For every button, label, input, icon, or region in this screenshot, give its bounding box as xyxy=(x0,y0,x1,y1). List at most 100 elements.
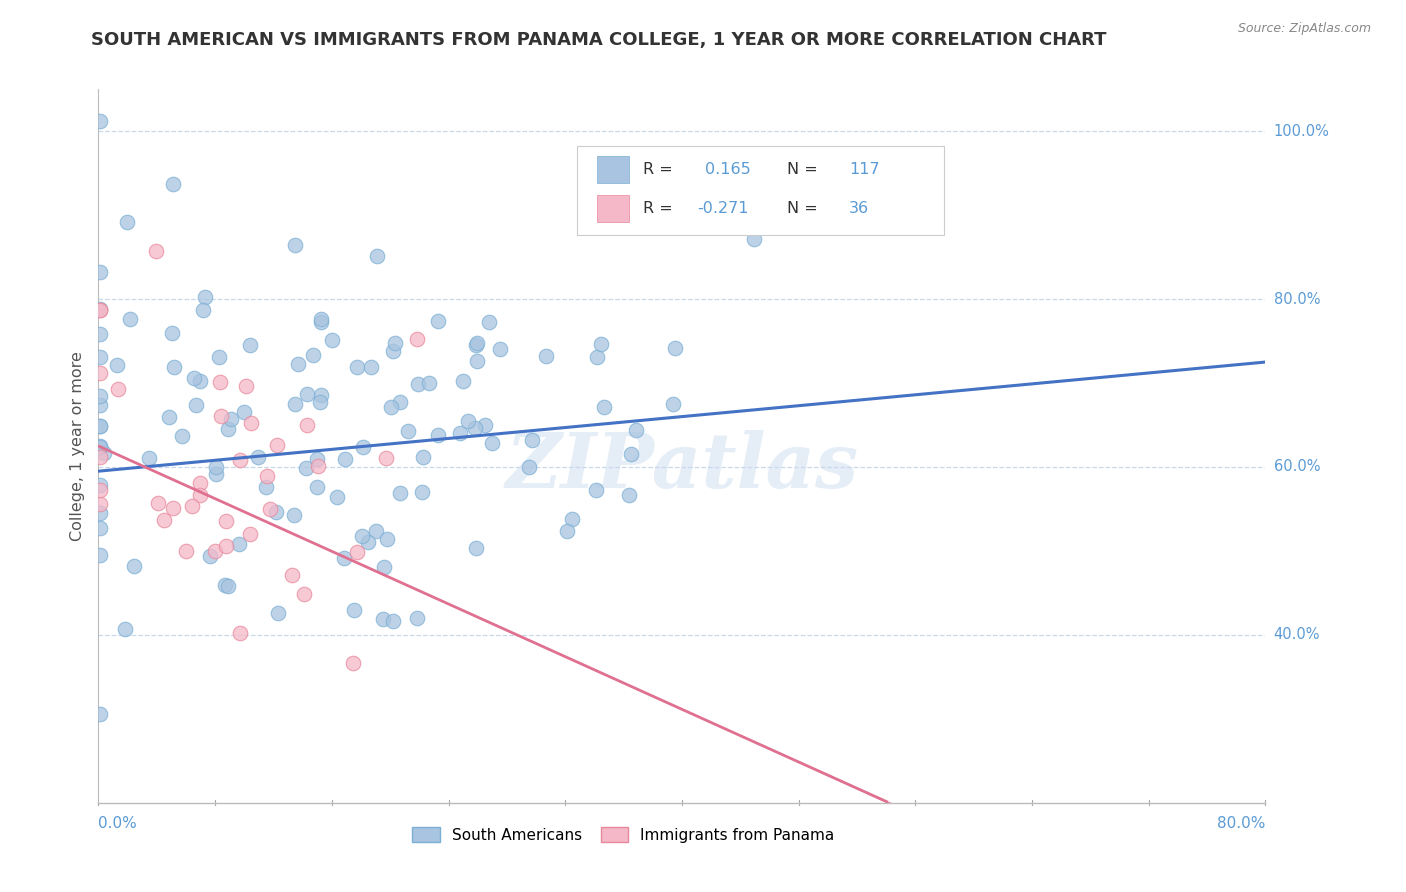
Point xyxy=(217,422,239,436)
Text: ZIPatlas: ZIPatlas xyxy=(505,431,859,504)
Point xyxy=(389,394,412,409)
Point xyxy=(254,480,277,494)
Point xyxy=(89,367,111,381)
Point xyxy=(464,421,486,435)
Point xyxy=(373,560,395,574)
Text: N =: N = xyxy=(787,162,818,178)
Point xyxy=(375,451,398,466)
Text: 60.0%: 60.0% xyxy=(1274,459,1320,475)
Point xyxy=(89,521,111,535)
Point xyxy=(186,398,208,412)
Point xyxy=(240,416,263,430)
Point xyxy=(333,551,356,566)
Point xyxy=(555,524,578,538)
Text: N =: N = xyxy=(787,201,818,216)
Point xyxy=(89,114,111,128)
Point xyxy=(284,237,307,252)
Point xyxy=(145,244,167,258)
Point xyxy=(333,451,356,466)
Text: 36: 36 xyxy=(849,201,869,216)
Point xyxy=(474,417,496,432)
Point xyxy=(619,488,641,502)
Point xyxy=(209,375,232,389)
Point xyxy=(405,332,427,346)
Point xyxy=(295,418,318,433)
FancyBboxPatch shape xyxy=(596,156,630,184)
Point xyxy=(411,485,433,500)
Point xyxy=(309,311,332,326)
Point xyxy=(172,429,194,443)
Point xyxy=(208,350,231,364)
Point xyxy=(427,427,450,442)
Point xyxy=(266,438,288,452)
Point xyxy=(205,467,228,481)
Point xyxy=(229,452,252,467)
Point xyxy=(302,348,325,362)
Point xyxy=(89,398,111,412)
Point xyxy=(408,377,430,392)
Point xyxy=(122,559,145,574)
Point xyxy=(266,607,288,621)
Point xyxy=(256,468,278,483)
Point xyxy=(589,337,612,351)
Point xyxy=(585,483,607,498)
Text: R =: R = xyxy=(644,162,673,178)
Point xyxy=(194,290,217,304)
Point xyxy=(449,425,471,440)
Point xyxy=(114,622,136,636)
Point xyxy=(215,539,238,553)
Text: 0.0%: 0.0% xyxy=(98,816,138,830)
Point xyxy=(373,611,395,625)
Point xyxy=(593,400,616,414)
Point xyxy=(120,311,142,326)
Point xyxy=(214,578,236,592)
Point xyxy=(309,388,332,402)
Point xyxy=(193,302,215,317)
Point xyxy=(294,461,316,475)
Point xyxy=(239,338,262,352)
Legend: South Americans, Immigrants from Panama: South Americans, Immigrants from Panama xyxy=(406,821,841,848)
Point xyxy=(343,603,366,617)
Point xyxy=(204,544,226,558)
Point xyxy=(89,350,111,364)
Point xyxy=(89,303,111,318)
Point xyxy=(107,382,129,396)
Point xyxy=(305,480,328,494)
Point xyxy=(89,389,111,403)
Point xyxy=(89,418,111,433)
Point xyxy=(586,350,609,364)
Point xyxy=(157,409,180,424)
Point xyxy=(284,397,307,411)
Point xyxy=(381,343,404,358)
Point xyxy=(89,506,111,520)
Point xyxy=(264,505,287,519)
Point xyxy=(89,265,111,279)
Point xyxy=(105,358,128,372)
Point xyxy=(93,445,115,459)
Point xyxy=(418,376,440,391)
Point xyxy=(188,488,211,502)
Point xyxy=(246,450,269,464)
Point xyxy=(375,533,398,547)
Text: R =: R = xyxy=(644,201,673,216)
Point xyxy=(389,485,412,500)
FancyBboxPatch shape xyxy=(596,194,630,222)
Point xyxy=(174,543,197,558)
Point xyxy=(742,232,765,246)
Point xyxy=(162,500,184,515)
Point xyxy=(307,451,329,466)
Point xyxy=(346,544,368,558)
Point xyxy=(89,450,111,464)
Point xyxy=(232,405,254,419)
Point xyxy=(352,440,374,454)
Point xyxy=(664,341,686,355)
Point xyxy=(89,302,111,317)
Point xyxy=(427,314,450,328)
Y-axis label: College, 1 year or more: College, 1 year or more xyxy=(69,351,84,541)
Point xyxy=(534,349,557,363)
FancyBboxPatch shape xyxy=(576,146,945,235)
Point xyxy=(308,458,330,473)
Point xyxy=(200,549,222,563)
Point xyxy=(89,548,111,562)
Point xyxy=(280,568,302,582)
